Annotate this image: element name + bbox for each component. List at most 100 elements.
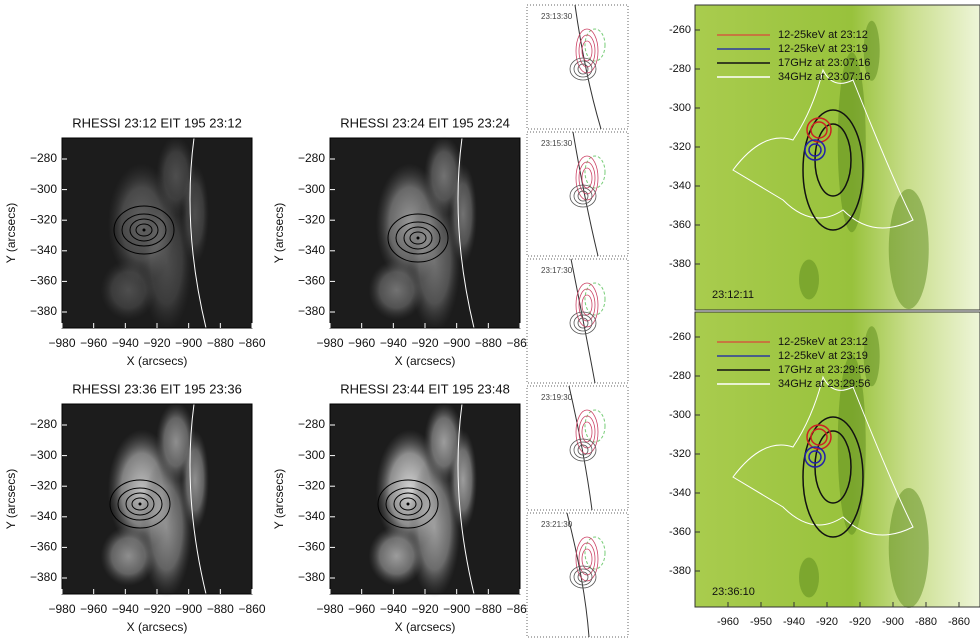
euv-contour: [577, 190, 589, 202]
bright-region: [181, 430, 209, 530]
hxr-contour: [135, 223, 153, 237]
map-time: 23:36:10: [712, 586, 755, 598]
x-tick-label: −940: [380, 602, 407, 616]
dark-region: [863, 20, 880, 81]
strip-time: 23:13:30: [541, 12, 573, 21]
dark-region: [888, 189, 929, 309]
y-tick-label: -320: [669, 141, 691, 153]
euv-contour: [577, 444, 589, 456]
hxr-red: [806, 117, 832, 143]
hxr-contour: [393, 492, 423, 516]
x-tick-label: −960: [348, 336, 375, 350]
strip-time: 23:15:30: [541, 139, 573, 148]
y-tick-label: −340: [30, 243, 57, 257]
hxr-contour: [409, 231, 427, 245]
y-tick-label: −380: [30, 570, 57, 584]
y-tick-label: −340: [30, 509, 57, 523]
y-tick-label: -260: [669, 331, 691, 343]
hxr-contour: [578, 415, 596, 449]
hxr-contour: [387, 213, 449, 263]
y-tick-label: −300: [30, 182, 57, 196]
y-tick-label: -260: [669, 24, 691, 36]
hxr-contour: [403, 226, 433, 250]
x-axis-label: X (arcsecs): [127, 354, 188, 368]
hxr-red: [810, 121, 828, 139]
contour-peak: [416, 236, 420, 240]
euv-contour: [573, 568, 593, 586]
x-tick-label: −880: [475, 336, 502, 350]
x-tick-label: −960: [348, 602, 375, 616]
contour-17ghz: [802, 109, 864, 231]
hxr-contour: [377, 479, 439, 529]
y-tick-label: −280: [298, 417, 325, 431]
hxr-contour: [121, 213, 167, 247]
y-tick-label: -320: [669, 448, 691, 460]
radio-contour: [584, 155, 606, 189]
hxr-contour: [578, 34, 596, 68]
y-axis-label: Y (arcsecs): [272, 203, 286, 263]
strip-frame: [526, 4, 629, 130]
hxr-contour: [131, 497, 149, 511]
legend-label: 12-25keV at 23:19: [778, 350, 868, 362]
x-tick-label: −940: [112, 602, 139, 616]
y-tick-label: −280: [30, 417, 57, 431]
x-tick-label: −980: [48, 336, 75, 350]
solar-limb: [189, 137, 207, 329]
bright-region: [449, 430, 477, 530]
y-tick-label: -360: [669, 219, 691, 231]
hxr-contour: [581, 40, 593, 62]
x-tick-label: −980: [316, 336, 343, 350]
euv-contour: [569, 184, 597, 208]
y-tick-label: −360: [30, 274, 57, 288]
y-tick-label: −320: [298, 478, 325, 492]
hxr-contour: [575, 536, 599, 582]
hxr-contour: [581, 294, 593, 316]
euv-contour: [577, 571, 589, 583]
x-tick-label: -920: [849, 616, 871, 628]
hxr-blue: [804, 446, 826, 468]
y-tick-label: -280: [669, 370, 691, 382]
bright-region: [100, 260, 157, 320]
hxr-contour: [125, 492, 155, 516]
contour-peak: [138, 502, 142, 506]
y-tick-label: -300: [669, 102, 691, 114]
panel-title: RHESSI 23:12 EIT 195 23:12: [72, 115, 242, 130]
solar-limb: [572, 131, 599, 257]
y-tick-label: −360: [298, 274, 325, 288]
y-tick-label: -340: [669, 180, 691, 192]
y-axis-label: Y (arcsecs): [272, 469, 286, 529]
legend-label: 12-25keV at 23:19: [778, 43, 868, 55]
y-tick-label: −360: [30, 540, 57, 554]
bright-region: [100, 526, 157, 586]
bright-region: [368, 526, 425, 586]
strip-frame: [526, 385, 629, 511]
map-background: [695, 312, 980, 607]
y-tick-label: −340: [298, 509, 325, 523]
strip-time: 23:21:30: [541, 520, 573, 529]
legend-label: 12-25keV at 23:12: [778, 336, 868, 348]
solar-limb: [570, 258, 596, 384]
strip-time: 23:17:30: [541, 266, 573, 275]
solar-limb: [189, 403, 207, 595]
y-tick-label: -300: [669, 409, 691, 421]
dark-region: [888, 488, 929, 608]
y-tick-label: -360: [669, 526, 691, 538]
x-tick-label: −860: [238, 336, 265, 350]
hxr-contour: [575, 28, 599, 74]
x-tick-label: -900: [882, 616, 904, 628]
contour-34ghz: [732, 68, 914, 229]
euv-contour: [569, 438, 597, 462]
radio-contour: [584, 28, 606, 62]
hxr-contour: [578, 161, 596, 195]
y-tick-label: −380: [30, 304, 57, 318]
x-tick-label: -950: [750, 616, 772, 628]
hxr-blue: [808, 143, 822, 157]
strip-time: 23:19:30: [541, 393, 573, 402]
panel-title: RHESSI 23:36 EIT 195 23:36: [72, 381, 242, 396]
dark-region: [799, 557, 819, 598]
x-tick-label: -920: [816, 616, 838, 628]
euv-contour: [573, 60, 593, 78]
x-tick-label: −920: [411, 602, 438, 616]
y-tick-label: −320: [30, 212, 57, 226]
y-tick-label: -380: [669, 258, 691, 270]
